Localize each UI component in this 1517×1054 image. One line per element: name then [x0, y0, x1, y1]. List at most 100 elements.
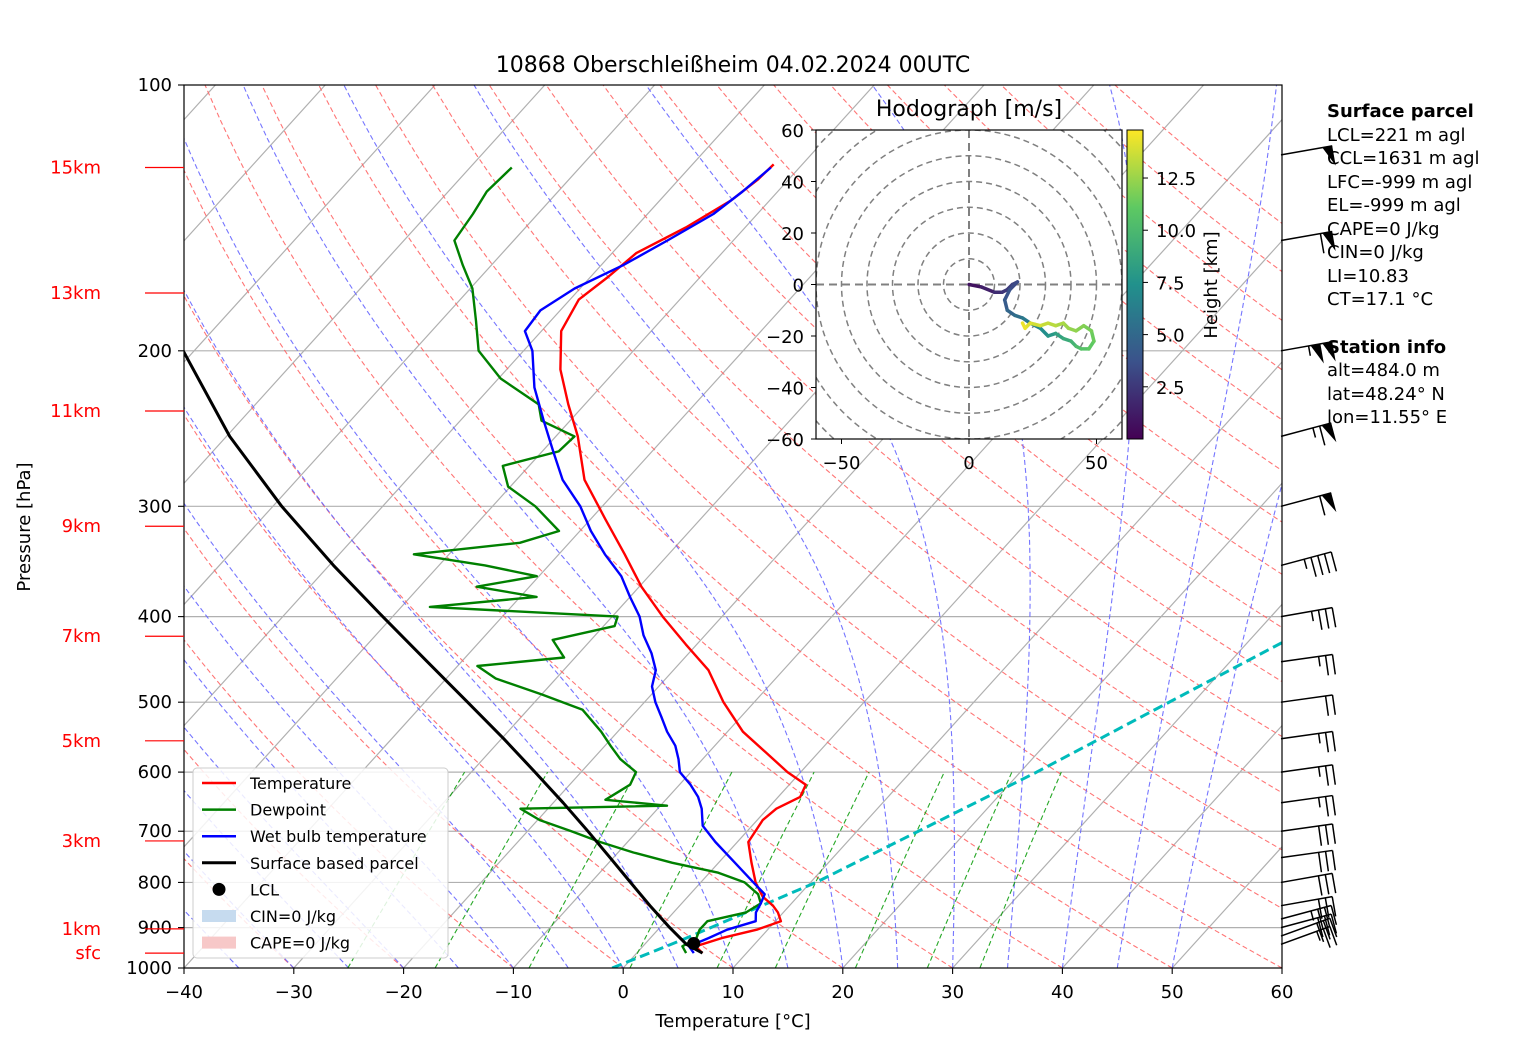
hodograph-ring: [891, 206, 1047, 363]
barb-full: [1331, 896, 1337, 917]
legend-label: Dewpoint: [250, 801, 326, 820]
wind-barb: [1280, 492, 1337, 516]
dry-adiabat-line: [184, 168, 953, 968]
mixing-ratio-line: [926, 771, 1013, 968]
height-label: 9km: [62, 516, 101, 537]
hodograph-ring: [942, 258, 996, 311]
info-panel: Surface parcel LCL=221 m agl CCL=1631 m …: [1327, 100, 1480, 430]
barb-full: [1316, 922, 1325, 943]
barb-full: [1331, 873, 1337, 894]
barb-full: [1316, 908, 1324, 929]
hodograph-segment: [980, 285, 997, 294]
hodograph-y-tick-label: 60: [781, 121, 804, 142]
barb-full: [1323, 553, 1331, 574]
barb-shaft: [1280, 730, 1333, 740]
barb-flag: [1322, 145, 1336, 166]
surface-parcel-line: EL=-999 m agl: [1327, 195, 1461, 216]
barb-half: [1317, 766, 1321, 777]
dry-adiabat-line: [261, 85, 1173, 968]
x-tick-label: 20: [831, 982, 854, 1003]
surface-parcel-header: Surface parcel: [1327, 101, 1474, 122]
hodograph-segment: [967, 282, 984, 289]
height-label: 1km: [62, 919, 101, 940]
x-tick-label: −10: [494, 982, 532, 1003]
moist-adiabat-line: [184, 585, 514, 968]
barb-full: [1323, 915, 1331, 936]
hodograph-x-tick-label: 0: [963, 453, 974, 474]
barb-full: [1331, 823, 1337, 844]
barb-full: [1324, 695, 1330, 716]
barb-shaft: [1280, 904, 1332, 920]
moist-adiabat-line: [184, 406, 624, 968]
barb-shaft: [1280, 849, 1333, 859]
dry-adiabat-line: [204, 85, 1063, 968]
dry-adiabat-line: [830, 85, 1282, 472]
hodograph-segment: [1089, 329, 1096, 343]
y-tick-label: 100: [138, 75, 172, 96]
height-label: 5km: [62, 731, 101, 752]
mixing-ratio-line: [434, 771, 549, 968]
y-axis-label: Pressure [hPa]: [14, 462, 35, 591]
moist-adiabat-line: [184, 137, 734, 968]
isotherm-line: [732, 361, 1282, 968]
barb-full: [1317, 852, 1323, 873]
wind-barb: [1280, 145, 1336, 166]
y-tick-label: 500: [138, 692, 172, 713]
barb-full: [1317, 609, 1323, 630]
hodograph-y-tick-label: 20: [781, 224, 804, 245]
barb-shaft: [1280, 551, 1332, 567]
chart-title: 10868 Oberschleißheim 04.02.2024 00UTC: [496, 53, 971, 78]
dry-adiabat-line: [432, 85, 1282, 851]
dry-adiabat-line: [773, 85, 1282, 523]
surface-parcel-line: CAPE=0 J/kg: [1327, 218, 1440, 240]
wind-barb: [1280, 422, 1337, 446]
wind-barb: [1280, 653, 1337, 676]
barb-full: [1317, 898, 1323, 919]
barb-half: [1317, 797, 1321, 808]
barb-full: [1316, 917, 1324, 938]
moist-adiabat-line: [184, 502, 569, 968]
y-tick-label: 900: [138, 918, 172, 939]
barb-shaft: [1280, 230, 1333, 242]
barb-full: [1324, 608, 1330, 629]
x-tick-label: 30: [941, 982, 964, 1003]
wind-barb: [1280, 895, 1337, 919]
wind-barb: [1280, 904, 1338, 929]
isotherm-line: [842, 482, 1282, 968]
barb-full: [1322, 920, 1331, 940]
legend-box: [192, 767, 449, 959]
mixing-ratio-line: [528, 771, 637, 968]
height-label: 3km: [62, 831, 101, 852]
barb-full: [1330, 905, 1338, 926]
height-label: 7km: [62, 626, 101, 647]
legend-swatch-patch: [202, 910, 236, 922]
barb-full: [1324, 655, 1330, 676]
barb-full: [1330, 551, 1338, 572]
y-tick-label: 400: [138, 607, 172, 628]
barb-full: [1330, 913, 1338, 934]
barb-half: [1303, 559, 1308, 570]
barb-full: [1317, 825, 1323, 846]
barb-shaft: [1280, 341, 1333, 352]
hodograph-segment: [1002, 287, 1012, 302]
wind-barb: [1280, 872, 1337, 896]
barb-full: [1331, 654, 1337, 675]
isotherm-line: [622, 239, 1282, 968]
barb-shaft: [1280, 794, 1333, 804]
wind-barb: [1280, 341, 1336, 364]
x-tick-label: 50: [1161, 982, 1184, 1003]
barb-full: [1318, 495, 1326, 516]
legend-swatch-patch: [202, 936, 236, 949]
wet-bulb-line: [523, 166, 772, 954]
surface-parcel-line: CCL=1631 m agl: [1327, 148, 1480, 169]
barb-full: [1324, 897, 1330, 918]
station-info-line: lat=48.24° N: [1327, 383, 1445, 405]
barb-full: [1317, 875, 1323, 896]
hodograph-segment: [1020, 321, 1027, 331]
station-info-line: lon=11.55° E: [1327, 407, 1448, 428]
surface-parcel-line: LI=10.83: [1327, 265, 1409, 287]
barb-full: [1310, 557, 1317, 577]
barb-full: [1331, 694, 1337, 715]
hodograph-segment: [1002, 298, 1009, 312]
